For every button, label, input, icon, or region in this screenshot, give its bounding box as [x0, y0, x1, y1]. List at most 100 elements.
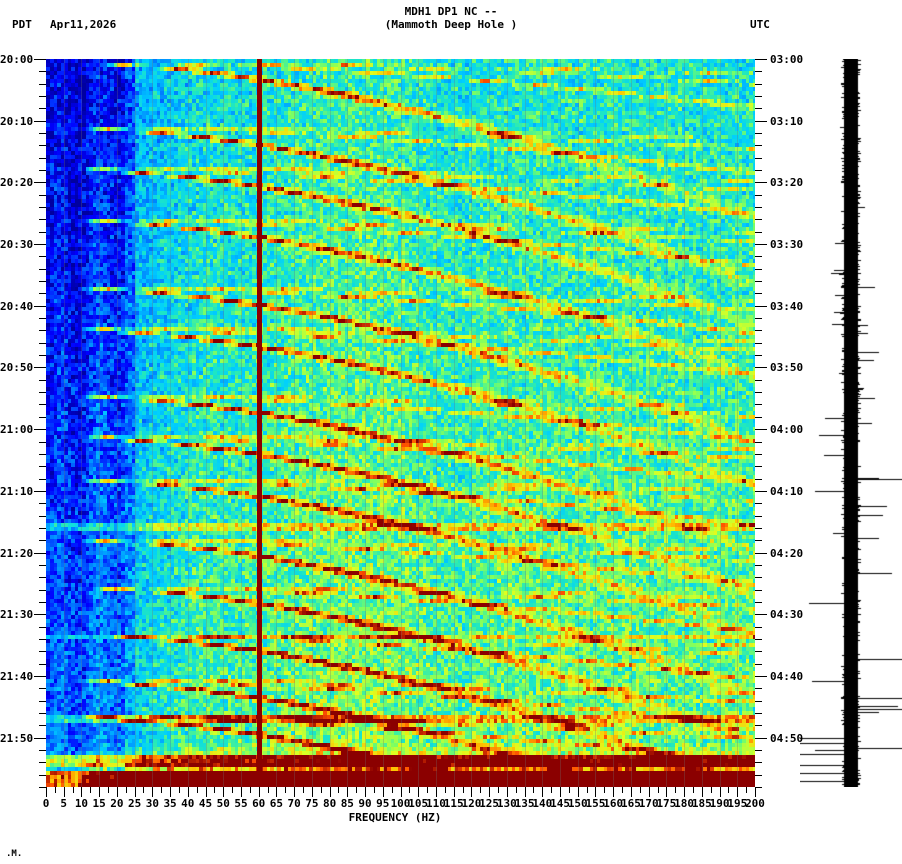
- x-axis-tick-label: 110: [426, 797, 446, 810]
- y-minor-tick: [39, 651, 46, 652]
- y-major-tick-right: [755, 614, 767, 615]
- y-minor-tick: [39, 170, 46, 171]
- x-axis-tick-label: 130: [496, 797, 517, 810]
- page-title: MDH1 DP1 NC --: [404, 5, 498, 18]
- y-axis-left-label: 21:50: [0, 731, 34, 745]
- x-major-tick: [755, 787, 756, 797]
- y-minor-tick-right: [755, 170, 762, 171]
- y-major-tick-right: [755, 121, 767, 122]
- x-axis-tick-label: 175: [656, 797, 677, 810]
- x-minor-tick: [214, 787, 215, 793]
- y-minor-tick-right: [755, 145, 762, 146]
- x-axis-tick-label: 115: [443, 797, 464, 810]
- y-minor-tick: [39, 540, 46, 541]
- y-minor-tick-right: [755, 725, 762, 726]
- y-minor-tick: [39, 590, 46, 591]
- y-minor-tick: [39, 330, 46, 331]
- y-major-tick-right: [755, 244, 767, 245]
- x-axis-tick-label: 20: [110, 797, 124, 810]
- x-axis-tick-label: 65: [269, 797, 284, 810]
- y-axis-right-label: 04:20: [770, 546, 804, 560]
- x-major-tick: [489, 787, 490, 797]
- x-minor-tick: [463, 787, 464, 793]
- x-major-tick: [720, 787, 721, 797]
- y-major-tick-right: [755, 182, 767, 183]
- x-major-tick: [418, 787, 419, 797]
- y-minor-tick-right: [755, 158, 762, 159]
- x-minor-tick: [55, 787, 56, 793]
- y-axis-right-label: 03:20: [770, 176, 804, 190]
- x-major-tick: [684, 787, 685, 797]
- station-subtitle: (Mammoth Deep Hole ): [384, 18, 518, 31]
- y-major-tick-right: [755, 676, 767, 677]
- x-minor-tick: [498, 787, 499, 793]
- y-minor-tick-right: [755, 479, 762, 480]
- y-minor-tick-right: [755, 219, 762, 220]
- x-major-tick: [206, 787, 207, 797]
- x-axis-tick-label: 170: [638, 797, 659, 810]
- x-axis-tick-label: 25: [128, 797, 142, 810]
- y-minor-tick-right: [755, 565, 762, 566]
- x-axis-tick-label: 15: [92, 797, 106, 810]
- y-major-tick-right: [755, 553, 767, 554]
- x-major-tick: [152, 787, 153, 797]
- y-axis-left-label: 20:50: [0, 361, 34, 375]
- y-minor-tick-right: [755, 355, 762, 356]
- y-major-tick-right: [755, 429, 767, 430]
- y-minor-tick: [39, 145, 46, 146]
- x-axis-tick-label: 75: [305, 797, 319, 810]
- y-minor-tick: [39, 565, 46, 566]
- x-minor-tick: [268, 787, 269, 793]
- y-minor-tick: [39, 577, 46, 578]
- y-minor-tick-right: [755, 651, 762, 652]
- y-major-tick-right: [755, 738, 767, 739]
- x-axis-tick-label: 5: [60, 797, 68, 810]
- date-label: Apr11,2026: [50, 18, 117, 31]
- y-axis-right-label: 04:00: [770, 423, 804, 437]
- timezone-left-label: PDT: [12, 18, 32, 31]
- y-minor-tick: [39, 281, 46, 282]
- x-axis-tick-label: 145: [550, 797, 570, 810]
- spectrogram-plot[interactable]: [46, 59, 755, 787]
- y-minor-tick-right: [755, 318, 762, 319]
- y-minor-tick: [39, 293, 46, 294]
- y-minor-tick: [39, 775, 46, 776]
- y-axis-left-label: 20:00: [0, 53, 34, 66]
- y-minor-tick: [39, 725, 46, 726]
- y-minor-tick: [39, 454, 46, 455]
- y-minor-tick: [39, 343, 46, 344]
- y-major-tick: [34, 738, 46, 739]
- x-major-tick: [507, 787, 508, 797]
- x-axis-tick-label: 155: [585, 797, 606, 810]
- x-major-tick: [312, 787, 313, 797]
- y-minor-tick: [39, 207, 46, 208]
- x-axis-tick-label: 120: [461, 797, 482, 810]
- x-minor-tick: [551, 787, 552, 793]
- x-major-tick: [649, 787, 650, 797]
- y-major-tick: [34, 121, 46, 122]
- y-minor-tick-right: [755, 380, 762, 381]
- y-minor-tick: [39, 84, 46, 85]
- y-major-tick: [34, 59, 46, 60]
- x-minor-tick: [108, 787, 109, 793]
- x-axis-tick-label: 185: [691, 797, 712, 810]
- x-major-tick: [117, 787, 118, 797]
- y-major-tick: [34, 676, 46, 677]
- x-major-tick: [347, 787, 348, 797]
- x-minor-tick: [480, 787, 481, 793]
- x-minor-tick: [126, 787, 127, 793]
- x-axis-tick-label: 10: [74, 797, 89, 810]
- x-axis-tick-label: 85: [340, 797, 354, 810]
- x-axis-tick-label: 180: [674, 797, 695, 810]
- y-minor-tick: [39, 639, 46, 640]
- x-axis-tick-label: 95: [376, 797, 390, 810]
- x-major-tick: [241, 787, 242, 797]
- y-minor-tick: [39, 417, 46, 418]
- y-minor-tick-right: [755, 343, 762, 344]
- timezone-right-label: UTC: [750, 18, 770, 31]
- y-minor-tick-right: [755, 627, 762, 628]
- x-axis-tick-label: 0: [42, 797, 50, 810]
- x-minor-tick: [250, 787, 251, 793]
- y-minor-tick-right: [755, 404, 762, 405]
- corner-mark: .M.: [6, 849, 23, 859]
